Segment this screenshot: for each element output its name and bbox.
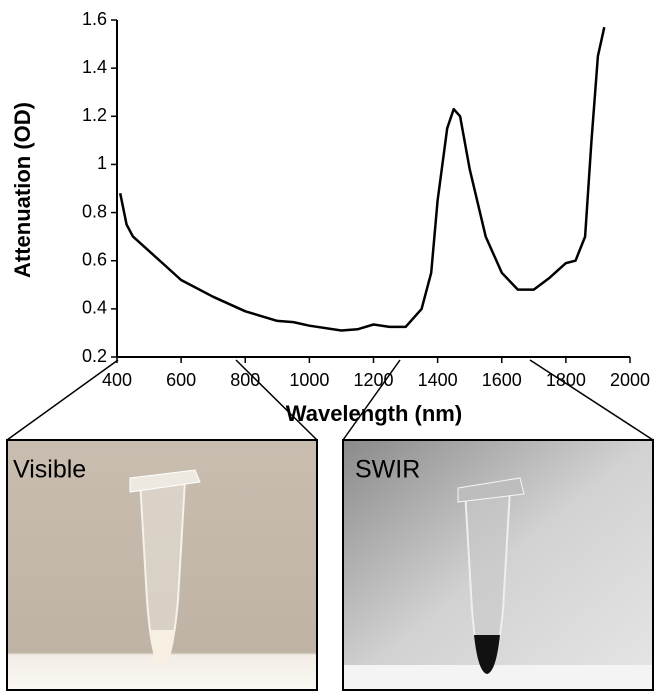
x-tick-label: 2000 — [610, 370, 650, 390]
x-tick-label: 800 — [230, 370, 260, 390]
x-tick-label: 1800 — [546, 370, 586, 390]
y-tick-label: 0.6 — [82, 249, 107, 269]
photo-label: Visible — [13, 456, 86, 484]
data-line — [118, 26, 606, 332]
y-tick-label: 1.6 — [82, 9, 107, 29]
y-axis-label: Attenuation (OD) — [10, 102, 35, 278]
x-tick-label: 600 — [166, 370, 196, 390]
x-tick-label: 1400 — [418, 370, 458, 390]
y-tick-label: 1.2 — [82, 105, 107, 125]
visible-photo: Visible — [6, 439, 318, 691]
swir-photo: SWIR — [342, 439, 654, 691]
connectors — [6, 359, 654, 441]
y-tick-label: 0.8 — [82, 201, 107, 221]
x-axis-label: Wavelength (nm) — [286, 401, 462, 426]
x-tick-label: 1600 — [482, 370, 522, 390]
photo-label: SWIR — [355, 456, 420, 484]
x-tick-label: 1200 — [353, 370, 393, 390]
x-tick-label: 400 — [102, 370, 132, 390]
y-tick-label: 1 — [97, 153, 107, 173]
y-tick-label: 0.2 — [82, 346, 107, 366]
y-tick-label: 1.4 — [82, 57, 107, 77]
y-tick-label: 0.4 — [82, 298, 107, 318]
x-tick-label: 1000 — [289, 370, 329, 390]
